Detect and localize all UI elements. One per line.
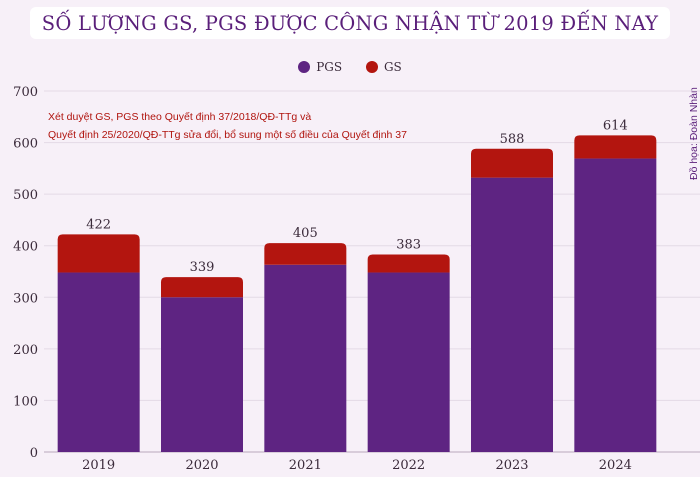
bar-gs-2023	[471, 148, 553, 178]
data-label-2020: 339	[190, 260, 215, 275]
data-label-2021: 405	[293, 226, 318, 241]
y-tick-label: 500	[13, 188, 38, 203]
x-tick-label-2022: 2022	[392, 458, 425, 473]
y-tick-label: 300	[13, 291, 38, 306]
bar-pgs-2023	[471, 177, 553, 452]
data-label-2019: 422	[86, 217, 111, 232]
y-tick-label: 600	[13, 137, 38, 152]
legend-label-gs: GS	[383, 60, 402, 74]
y-tick-label: 200	[13, 343, 38, 358]
chart-title: SỐ LƯỢNG GS, PGS ĐƯỢC CÔNG NHẬN TỪ 2019 …	[29, 7, 671, 39]
bar-gs-2020	[161, 277, 243, 298]
bar-pgs-2021	[264, 264, 347, 452]
x-tick-label-2024: 2024	[599, 458, 632, 473]
x-tick-label-2019: 2019	[82, 458, 115, 473]
annotation-line-1: Xét duyệt GS, PGS theo Quyết định 37/201…	[48, 111, 312, 123]
bar-pgs-2022	[367, 272, 450, 452]
bar-pgs-2024	[574, 158, 657, 452]
bar-gs-2024	[574, 135, 657, 159]
y-tick-label: 0	[30, 446, 38, 461]
legend: PGS GS	[0, 60, 700, 76]
x-tick-label-2021: 2021	[289, 458, 322, 473]
chart-title-wrap: SỐ LƯỢNG GS, PGS ĐƯỢC CÔNG NHẬN TỪ 2019 …	[0, 7, 700, 39]
data-label-2022: 383	[396, 237, 421, 252]
x-tick-label-2023: 2023	[495, 458, 528, 473]
y-tick-label: 100	[13, 394, 38, 409]
legend-item-pgs: PGS	[298, 60, 342, 74]
bar-gs-2021	[264, 243, 347, 265]
legend-swatch-pgs	[298, 61, 311, 73]
legend-label-pgs: PGS	[316, 60, 343, 74]
bar-gs-2022	[367, 254, 450, 273]
data-label-2024: 614	[603, 118, 628, 133]
legend-swatch-gs	[365, 61, 378, 73]
y-tick-label: 400	[13, 240, 38, 255]
annotation: Xét duyệt GS, PGS theo Quyết định 37/201…	[48, 108, 407, 144]
bar-gs-2019	[57, 234, 140, 273]
annotation-line-2: Quyết định 25/2020/QĐ-TTg sửa đổi, bổ su…	[48, 129, 407, 141]
y-tick-label: 700	[13, 85, 38, 100]
legend-item-gs: GS	[365, 60, 402, 74]
bar-pgs-2020	[161, 297, 243, 452]
bar-pgs-2019	[57, 272, 140, 452]
x-tick-label-2020: 2020	[185, 458, 218, 473]
data-label-2023: 588	[500, 132, 525, 147]
